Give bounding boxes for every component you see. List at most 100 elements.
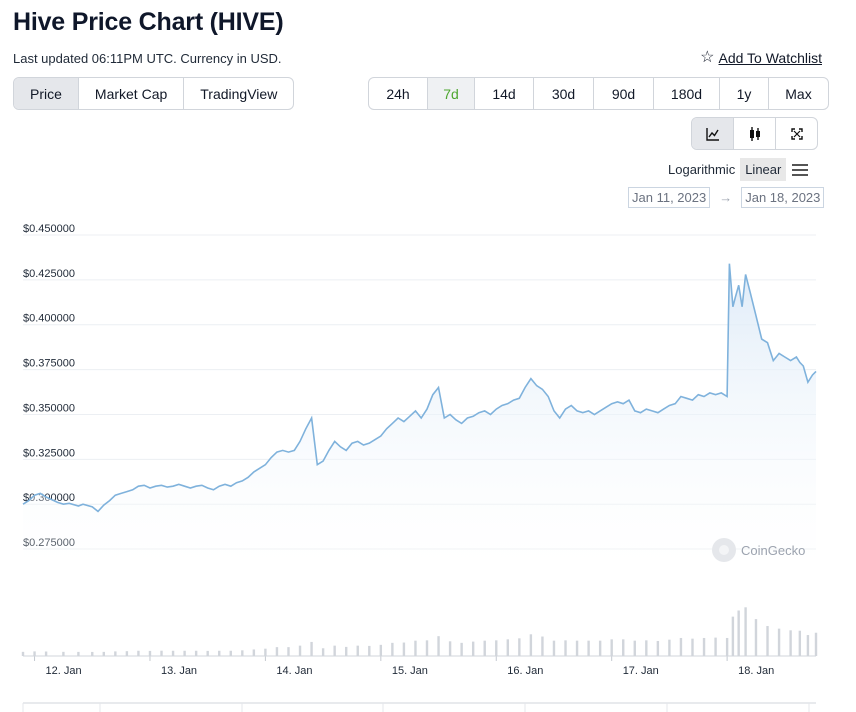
price-point xyxy=(190,487,191,488)
price-point xyxy=(548,396,549,397)
volume-bar xyxy=(102,651,106,656)
price-point xyxy=(605,407,606,408)
tab-market-cap[interactable]: Market Cap xyxy=(79,78,185,109)
volume-bar xyxy=(714,637,717,656)
add-to-watchlist-link[interactable]: ☆ Add To Watchlist xyxy=(700,50,822,67)
price-point xyxy=(323,461,324,462)
volume-bar xyxy=(321,648,325,656)
price-point xyxy=(224,484,225,485)
price-point xyxy=(790,360,791,361)
x-tick-label: 15. Jan xyxy=(392,665,428,677)
price-point xyxy=(271,457,272,458)
volume-bars xyxy=(21,607,818,656)
price-point xyxy=(363,444,364,445)
coingecko-watermark: CoinGecko xyxy=(712,538,805,562)
volume-bar xyxy=(806,635,810,656)
range-90d[interactable]: 90d xyxy=(594,78,654,109)
candlestick-button[interactable] xyxy=(734,118,776,149)
range-30d[interactable]: 30d xyxy=(534,78,594,109)
price-point xyxy=(346,450,347,451)
y-tick-label: $0.450000 xyxy=(23,223,75,235)
price-point xyxy=(22,504,23,505)
volume-bar xyxy=(622,639,625,656)
price-point xyxy=(657,412,658,413)
price-point xyxy=(565,408,566,409)
volume-bar xyxy=(414,640,417,656)
price-point xyxy=(409,416,410,417)
range-180d[interactable]: 180d xyxy=(654,78,720,109)
volume-bar xyxy=(731,616,735,656)
price-point xyxy=(45,496,46,497)
price-point xyxy=(282,450,283,451)
price-point xyxy=(69,503,70,504)
price-point xyxy=(288,452,289,453)
arrow-right-icon: → xyxy=(719,190,733,205)
price-point xyxy=(709,392,710,393)
price-point xyxy=(745,274,746,275)
price-point xyxy=(207,487,208,488)
range-1y[interactable]: 1y xyxy=(720,78,769,109)
price-point xyxy=(796,356,797,357)
fullscreen-icon xyxy=(790,127,803,140)
price-point xyxy=(28,500,29,501)
volume-bar xyxy=(506,639,510,656)
date-from-input[interactable]: Jan 11, 2023 xyxy=(628,187,711,208)
price-point xyxy=(63,504,64,505)
volume-bar xyxy=(229,650,232,656)
price-point xyxy=(640,412,641,413)
volume-bar xyxy=(356,645,359,656)
price-point xyxy=(803,365,804,366)
scale-linear[interactable]: Linear xyxy=(740,158,787,181)
scale-toggle: Logarithmic Linear xyxy=(663,158,809,181)
price-point xyxy=(680,396,681,397)
price-point xyxy=(496,408,497,409)
line-chart-button[interactable] xyxy=(692,118,734,149)
last-updated-text: Last updated 06:11PM UTC. Currency in US… xyxy=(13,51,282,66)
range-14d[interactable]: 14d xyxy=(475,78,534,109)
price-point xyxy=(727,396,728,397)
tab-tradingview[interactable]: TradingView xyxy=(200,85,278,102)
price-point xyxy=(82,504,83,505)
price-point xyxy=(519,398,520,399)
price-point xyxy=(611,403,612,404)
range-24h[interactable]: 24h xyxy=(369,78,428,109)
price-point xyxy=(201,485,202,486)
price-point xyxy=(663,408,664,409)
price-point xyxy=(115,495,116,496)
navigator[interactable] xyxy=(22,702,816,712)
date-to-input[interactable]: Jan 18, 2023 xyxy=(741,187,825,208)
volume-bar xyxy=(298,645,302,656)
price-point xyxy=(735,297,736,298)
price-chart: $0.450000 $0.425000 $0.400000 $0.375000 $0.3… xyxy=(21,223,818,712)
price-point xyxy=(784,356,785,357)
chart-menu-icon[interactable] xyxy=(792,161,809,179)
volume-bar xyxy=(368,645,371,656)
line-chart-icon xyxy=(705,127,719,141)
price-point xyxy=(426,408,427,409)
volume-bar xyxy=(137,650,140,656)
price-point xyxy=(328,450,329,451)
price-point xyxy=(692,400,693,401)
y-tick-label: $0.375000 xyxy=(23,358,75,370)
range-7d[interactable]: 7d xyxy=(428,78,475,109)
watermark-text: CoinGecko xyxy=(741,542,806,558)
volume-bar xyxy=(814,632,818,656)
price-point xyxy=(380,435,381,436)
volume-bar xyxy=(777,628,781,656)
scale-logarithmic[interactable]: Logarithmic xyxy=(668,162,736,177)
price-point xyxy=(467,417,468,418)
price-point xyxy=(144,485,145,486)
price-line xyxy=(22,263,817,513)
volume-bar xyxy=(702,637,706,656)
volume-bar xyxy=(160,650,163,656)
fullscreen-button[interactable] xyxy=(776,118,817,149)
volume-bar xyxy=(310,641,313,656)
volume-bar xyxy=(552,640,556,656)
price-point xyxy=(317,464,318,465)
price-point xyxy=(571,405,572,406)
price-point xyxy=(473,416,474,417)
price-point xyxy=(40,493,41,494)
range-max[interactable]: Max xyxy=(785,85,812,102)
tab-price[interactable]: Price xyxy=(14,78,79,109)
price-point xyxy=(490,414,491,415)
